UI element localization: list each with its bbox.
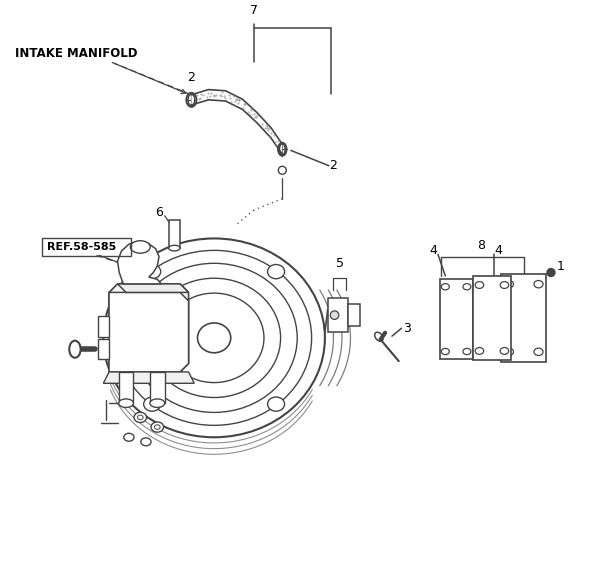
Text: 7: 7 (250, 4, 258, 17)
Ellipse shape (505, 348, 514, 355)
Ellipse shape (475, 282, 484, 289)
Ellipse shape (534, 281, 543, 288)
FancyBboxPatch shape (439, 279, 473, 359)
FancyBboxPatch shape (328, 298, 347, 332)
Polygon shape (192, 90, 282, 154)
Polygon shape (117, 284, 189, 293)
Ellipse shape (144, 397, 161, 411)
Ellipse shape (168, 246, 180, 251)
Text: 3: 3 (403, 321, 411, 335)
Polygon shape (103, 372, 195, 384)
FancyBboxPatch shape (98, 339, 109, 359)
Text: REF.58-585: REF.58-585 (46, 242, 116, 252)
FancyBboxPatch shape (98, 316, 109, 337)
Text: 4: 4 (429, 244, 437, 258)
Ellipse shape (463, 348, 471, 355)
FancyBboxPatch shape (150, 372, 165, 403)
Text: 5: 5 (336, 256, 344, 270)
Ellipse shape (150, 399, 165, 408)
Ellipse shape (130, 241, 150, 253)
Ellipse shape (144, 264, 161, 279)
Ellipse shape (119, 399, 133, 408)
Text: 8: 8 (477, 239, 485, 252)
Ellipse shape (134, 412, 146, 423)
Text: 1: 1 (557, 260, 565, 273)
FancyBboxPatch shape (168, 220, 180, 248)
Ellipse shape (534, 348, 543, 355)
Ellipse shape (505, 281, 514, 288)
Ellipse shape (547, 269, 555, 277)
Text: 4: 4 (494, 244, 502, 258)
Ellipse shape (441, 348, 449, 355)
Polygon shape (109, 284, 189, 372)
Ellipse shape (267, 397, 285, 411)
FancyBboxPatch shape (501, 274, 547, 362)
Ellipse shape (330, 311, 339, 319)
Ellipse shape (500, 282, 509, 289)
Ellipse shape (69, 341, 81, 358)
Ellipse shape (441, 283, 449, 290)
Ellipse shape (103, 239, 325, 437)
Ellipse shape (124, 434, 134, 441)
Polygon shape (109, 293, 189, 372)
Ellipse shape (151, 422, 164, 432)
Text: 2: 2 (187, 71, 195, 84)
FancyBboxPatch shape (347, 304, 360, 327)
Ellipse shape (475, 347, 484, 354)
Text: 6: 6 (155, 206, 163, 220)
Text: INTAKE MANIFOLD: INTAKE MANIFOLD (15, 47, 138, 60)
Text: 2: 2 (330, 159, 337, 172)
FancyBboxPatch shape (119, 372, 133, 403)
Ellipse shape (267, 264, 285, 279)
Ellipse shape (141, 438, 151, 446)
FancyBboxPatch shape (473, 276, 511, 360)
Polygon shape (117, 242, 161, 284)
Ellipse shape (463, 283, 471, 290)
Ellipse shape (500, 347, 509, 354)
